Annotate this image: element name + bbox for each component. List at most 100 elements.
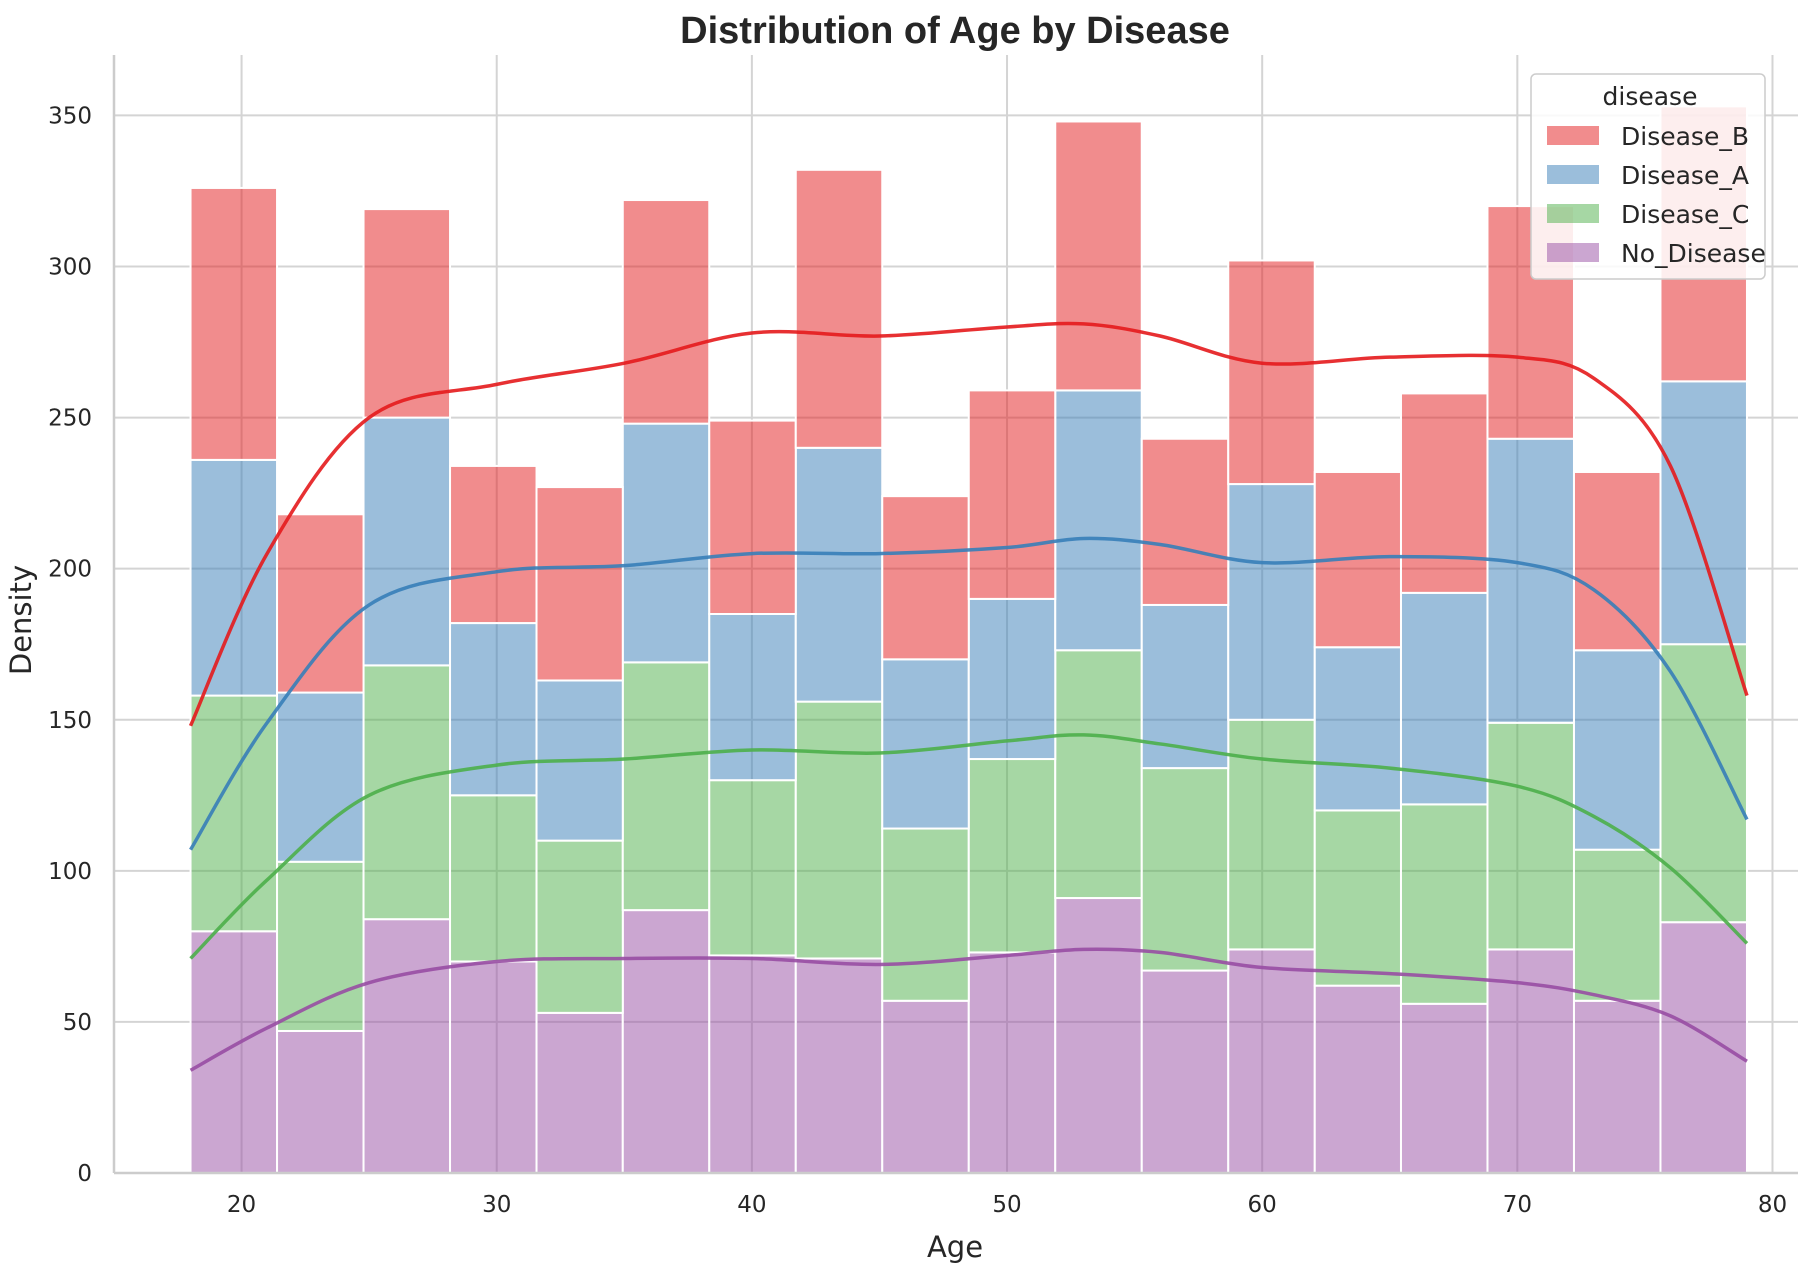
x-tick-label: 30: [482, 1192, 511, 1218]
x-tick-label: 40: [737, 1192, 766, 1218]
y-tick-label: 350: [48, 103, 92, 129]
bar-disease-a: [362, 416, 452, 667]
bar-disease-b: [881, 495, 970, 661]
bar-disease-c: [1313, 809, 1402, 987]
bar-disease-a: [708, 613, 797, 782]
bar-disease-c: [967, 758, 1057, 954]
axes-layer: [112, 55, 1798, 1175]
y-tick-label: 150: [48, 708, 92, 734]
kde-lines-layer: [188, 321, 1749, 1072]
y-axis-label: Density: [4, 565, 38, 675]
x-axis-label: Age: [927, 1230, 983, 1264]
y-tick-label: 300: [48, 255, 92, 281]
bar-no-disease: [449, 960, 538, 1175]
bar-disease-b: [621, 199, 711, 425]
bar-disease-c: [708, 779, 797, 957]
x-tick-label: 80: [1758, 1192, 1787, 1218]
bar-no-disease: [1572, 999, 1662, 1175]
legend-swatch-disease-c: [1547, 204, 1599, 223]
bar-no-disease: [794, 957, 884, 1174]
bar-disease-c: [621, 661, 711, 912]
legend-label-no-disease: No_Disease: [1621, 239, 1766, 268]
bar-no-disease: [967, 951, 1057, 1175]
bar-disease-b: [276, 513, 365, 694]
y-tick-label: 0: [77, 1161, 92, 1187]
y-tick-label: 250: [48, 406, 92, 432]
legend-swatch-disease-a: [1547, 165, 1599, 184]
bar-disease-b: [449, 464, 538, 625]
bar-no-disease: [621, 909, 711, 1174]
tick-labels-layer: 20 30 40 50 60 70 80 0 50 100 150 200 250 300 350: [48, 103, 1787, 1218]
kde-line-no-disease: [189, 947, 1748, 1072]
bar-disease-c: [449, 794, 538, 963]
bar-disease-b: [535, 486, 624, 682]
bar-disease-a: [1486, 437, 1575, 724]
legend-frame: [1530, 73, 1766, 280]
bar-no-disease: [189, 930, 279, 1174]
bar-no-disease: [881, 999, 970, 1175]
kde-line-disease-c: [189, 733, 1749, 960]
bar-no-disease: [276, 1029, 365, 1174]
bar-disease-b: [1399, 392, 1489, 594]
legend-swatch-disease-b: [1547, 126, 1599, 145]
bar-disease-b: [1140, 437, 1230, 606]
bar-disease-a: [967, 597, 1057, 761]
bar-no-disease: [1399, 1002, 1489, 1174]
bar-disease-c: [881, 827, 970, 1002]
bar-disease-a: [1140, 603, 1230, 770]
bar-no-disease: [1313, 984, 1402, 1175]
bar-disease-c: [1227, 718, 1316, 951]
bar-disease-a: [621, 422, 711, 664]
legend: disease Disease_B Disease_A Disease_C No_Di…: [1530, 73, 1766, 280]
bar-disease-a: [189, 458, 279, 697]
bar-no-disease: [1659, 921, 1748, 1174]
bar-disease-c: [1572, 848, 1662, 1002]
bar-disease-c: [794, 700, 884, 960]
bar-disease-b: [708, 419, 797, 615]
bar-no-disease: [362, 918, 452, 1174]
legend-swatch-no-disease: [1547, 243, 1599, 262]
x-tick-label: 70: [1503, 1192, 1532, 1218]
bar-disease-a: [1227, 483, 1316, 721]
bar-disease-b: [794, 168, 884, 449]
bar-disease-a: [881, 658, 970, 830]
bar-disease-b: [1227, 259, 1316, 486]
bar-disease-a: [276, 691, 365, 863]
bar-disease-a: [1313, 646, 1402, 812]
bar-disease-c: [535, 839, 624, 1014]
x-tick-label: 60: [1248, 1192, 1277, 1218]
bar-disease-a: [1572, 649, 1662, 851]
bar-disease-c: [1140, 767, 1230, 972]
legend-label-disease-a: Disease_A: [1621, 161, 1749, 190]
legend-items: Disease_B Disease_A Disease_C No_Disease: [1547, 122, 1766, 268]
bar-disease-b: [967, 389, 1057, 600]
bar-disease-b: [1572, 470, 1662, 652]
bar-disease-c: [1659, 643, 1748, 924]
bar-disease-c: [1486, 721, 1575, 951]
y-tick-label: 200: [48, 557, 92, 583]
x-tick-label: 20: [227, 1192, 256, 1218]
legend-title: disease: [1603, 82, 1698, 111]
bar-disease-c: [1399, 803, 1489, 1005]
legend-label-disease-c: Disease_C: [1621, 200, 1749, 229]
bar-disease-a: [1399, 591, 1489, 806]
bar-disease-c: [189, 694, 279, 933]
legend-label-disease-b: Disease_B: [1621, 122, 1749, 151]
bar-disease-a: [1659, 380, 1748, 646]
bar-disease-b: [189, 186, 279, 461]
bar-disease-a: [794, 446, 884, 703]
bar-disease-a: [1054, 389, 1143, 652]
bar-no-disease: [708, 954, 797, 1174]
bar-no-disease: [1054, 897, 1143, 1174]
bar-no-disease: [1227, 948, 1316, 1175]
bar-no-disease: [1140, 969, 1230, 1174]
y-tick-label: 100: [48, 859, 92, 885]
bars-layer: [189, 105, 1748, 1175]
y-tick-label: 50: [63, 1010, 92, 1036]
bar-no-disease: [535, 1011, 624, 1175]
x-tick-label: 50: [992, 1192, 1021, 1218]
bar-disease-b: [362, 208, 452, 419]
bar-disease-b: [1054, 120, 1143, 392]
kde-line-disease-b: [188, 321, 1749, 727]
